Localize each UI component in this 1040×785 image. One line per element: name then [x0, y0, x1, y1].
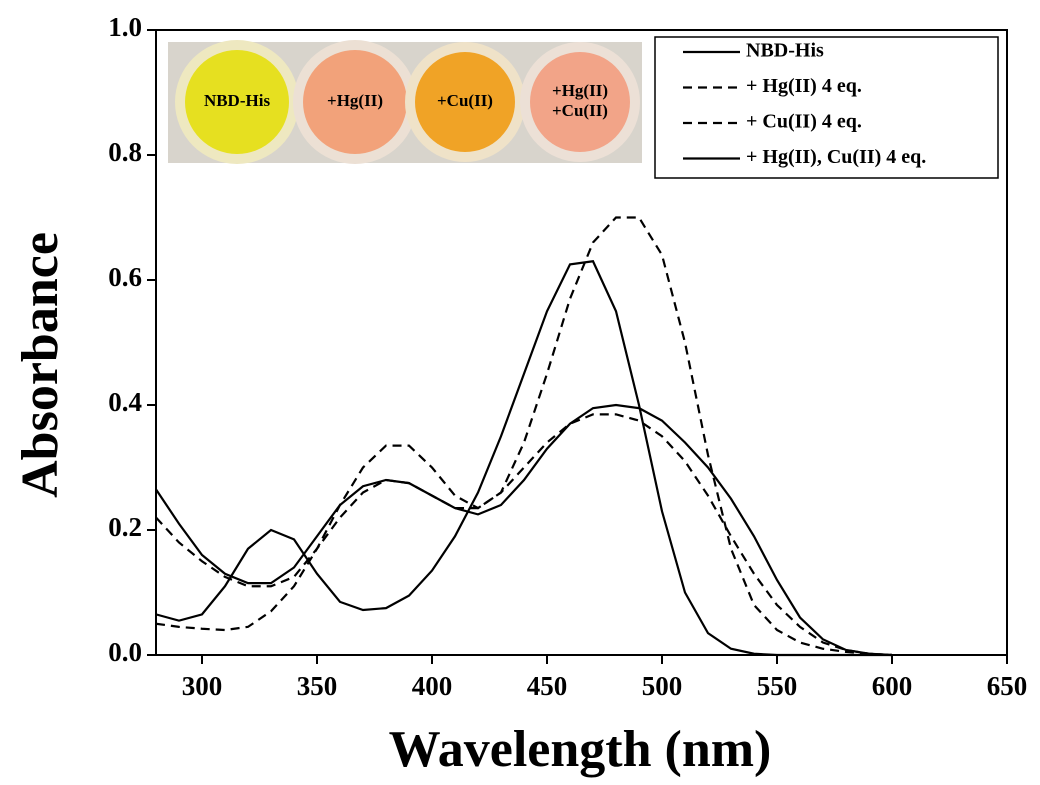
legend-label: + Hg(II) 4 eq.	[746, 75, 862, 97]
x-tick-label: 650	[987, 671, 1028, 701]
well	[530, 52, 630, 152]
photo-inset	[168, 40, 642, 164]
y-tick-label: 0.8	[108, 137, 142, 167]
photo-label: +Hg(II)	[327, 91, 383, 110]
x-tick-label: 400	[412, 671, 453, 701]
legend-label: + Cu(II) 4 eq.	[746, 111, 862, 133]
series-line	[155, 216, 893, 657]
photo-label: +Hg(II)	[552, 81, 608, 100]
plot-frame	[155, 29, 1008, 656]
well	[303, 50, 407, 154]
series-line	[155, 403, 893, 657]
legend-label: + Hg(II), Cu(II) 4 eq.	[746, 146, 926, 168]
y-tick-label: 0.0	[108, 637, 142, 667]
y-tick-label: 1.0	[108, 12, 142, 42]
well	[415, 52, 515, 152]
photo-label: +Cu(II)	[552, 101, 608, 120]
x-tick-label: 600	[872, 671, 913, 701]
x-tick-label: 450	[527, 671, 568, 701]
y-tick-label: 0.2	[108, 512, 142, 542]
y-tick-label: 0.4	[108, 387, 142, 417]
x-tick-label: 550	[757, 671, 798, 701]
x-axis-label: Wavelength (nm)	[389, 721, 772, 778]
y-axis-label: Absorbance	[12, 232, 69, 498]
series-line	[155, 413, 893, 657]
well	[185, 50, 289, 154]
photo-label: +Cu(II)	[437, 91, 493, 110]
legend-box	[654, 36, 999, 179]
legend-label: NBD-His	[746, 40, 824, 62]
y-tick-label: 0.6	[108, 262, 142, 292]
photo-label: NBD-His	[204, 91, 271, 110]
x-tick-label: 300	[182, 671, 223, 701]
series-line	[155, 260, 892, 657]
x-tick-label: 500	[642, 671, 683, 701]
x-tick-label: 350	[297, 671, 338, 701]
